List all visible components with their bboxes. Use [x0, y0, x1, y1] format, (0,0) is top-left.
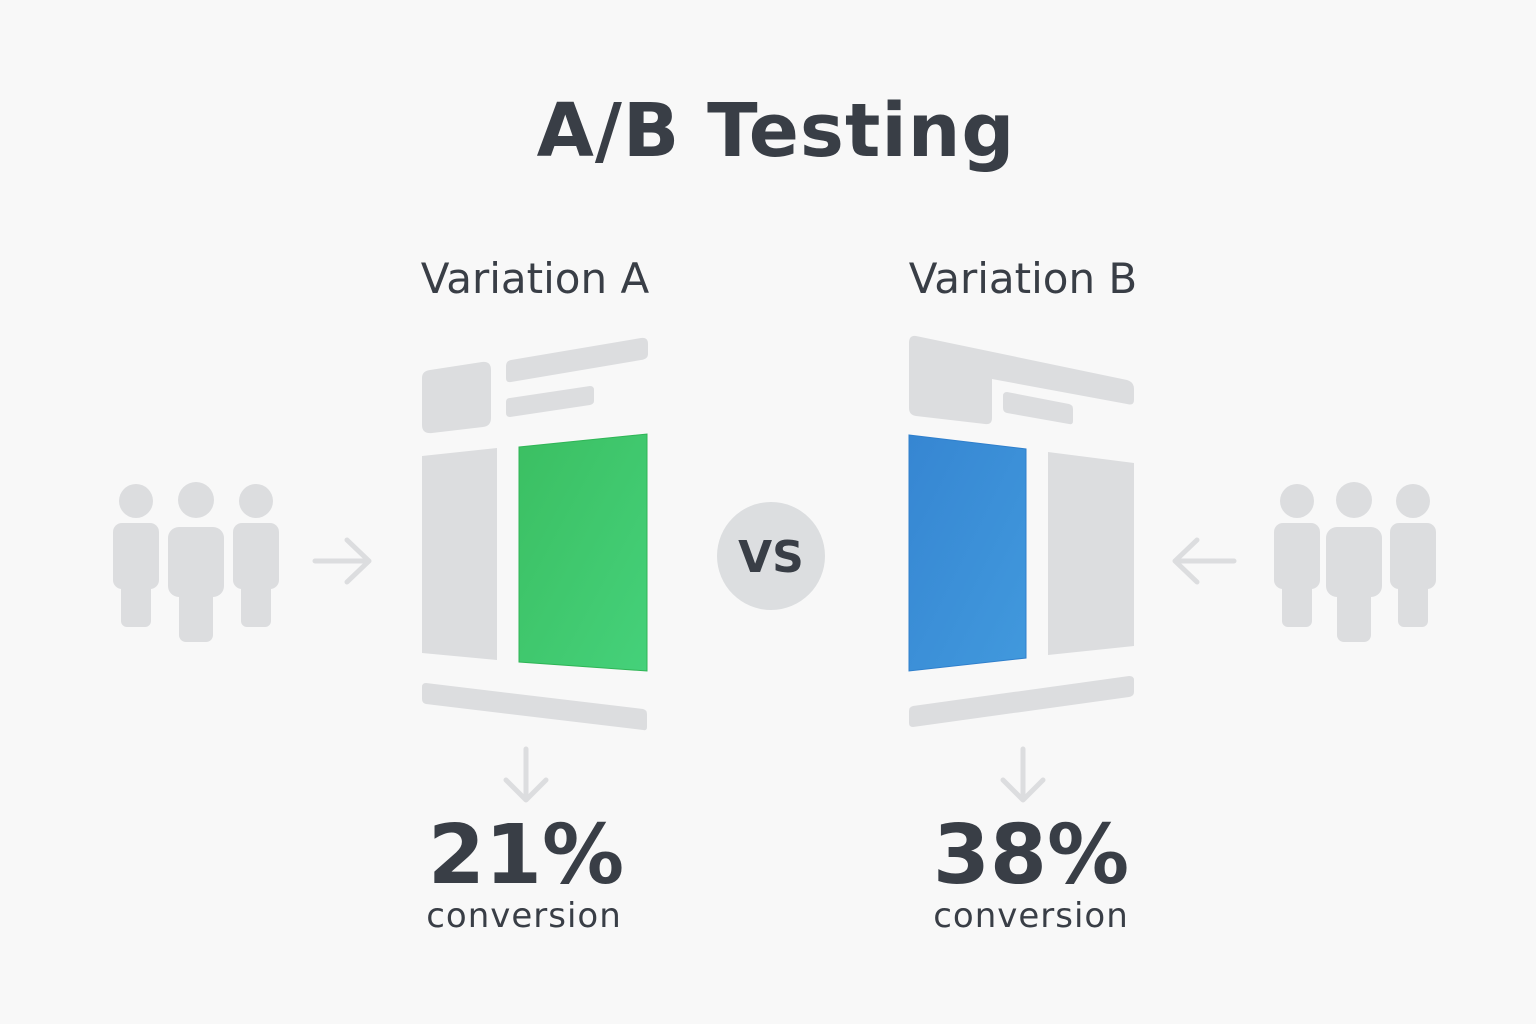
arrow-left-icon [1172, 537, 1237, 585]
page-wireframe-b [908, 335, 1134, 727]
variation-a-highlight [518, 433, 648, 672]
variation-b-conversion-value: 38% [932, 808, 1130, 903]
arrow-right-icon [312, 537, 372, 585]
vs-badge [717, 502, 825, 610]
arrow-down-icon-a [503, 746, 549, 803]
variation-b-conversion-label: conversion [933, 896, 1129, 936]
variation-b-highlight [908, 434, 1027, 672]
vs-label: VS [738, 532, 804, 583]
variation-a-label: Variation A [420, 254, 650, 303]
variation-a-conversion-value: 21% [427, 808, 625, 903]
variation-b-label: Variation B [908, 254, 1138, 303]
variation-a-conversion-label: conversion [426, 896, 622, 936]
page-title: A/B Testing [536, 88, 1016, 174]
users-group-icon-right [1274, 482, 1436, 642]
arrow-down-icon-b [1000, 746, 1046, 803]
users-group-icon-left [113, 482, 279, 642]
page-wireframe-a [422, 337, 648, 731]
